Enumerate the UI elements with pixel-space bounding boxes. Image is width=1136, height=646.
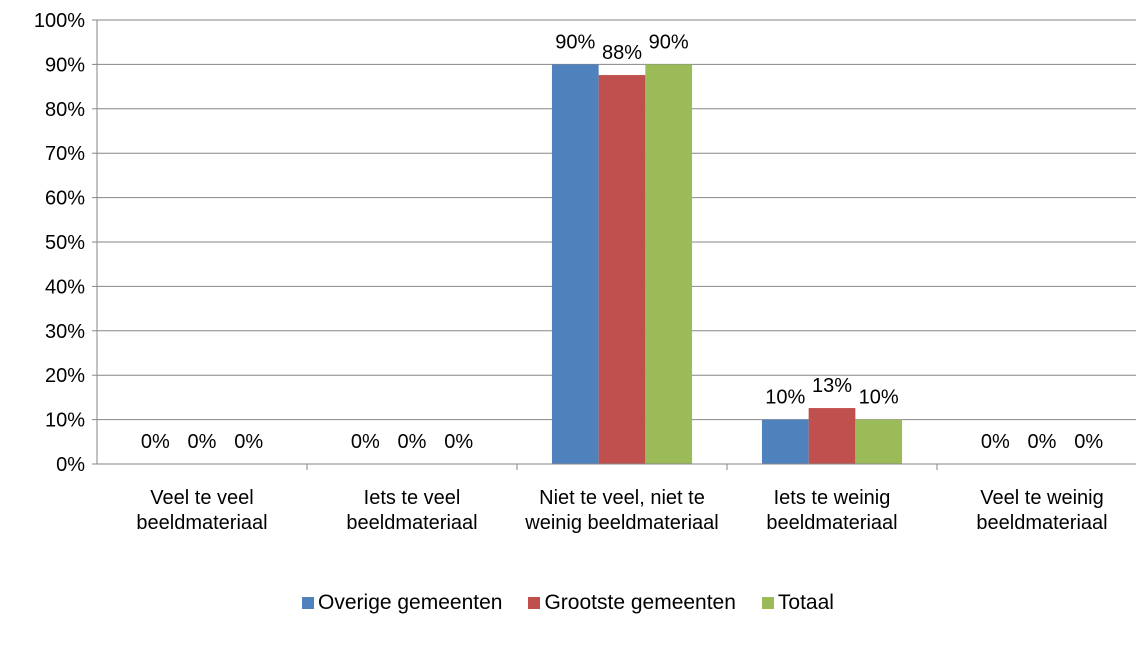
y-tick-label: 100% <box>34 10 85 32</box>
data-label: 0% <box>141 431 170 453</box>
data-label: 0% <box>351 431 380 453</box>
data-label: 13% <box>812 375 852 397</box>
bar <box>855 419 903 464</box>
y-tick-label: 60% <box>45 188 85 210</box>
data-label: 0% <box>981 431 1010 453</box>
data-label: 90% <box>649 31 689 53</box>
y-tick-label: 40% <box>45 276 85 298</box>
legend-item: Overige gemeenten <box>302 591 502 615</box>
legend-item: Grootste gemeenten <box>528 591 736 615</box>
y-tick-label: 0% <box>56 454 85 476</box>
y-tick-label: 70% <box>45 143 85 165</box>
x-tick-label: Iets te weinig beeldmateriaal <box>766 487 898 534</box>
bar <box>645 64 693 465</box>
data-label: 0% <box>398 431 427 453</box>
legend-item: Totaal <box>761 591 834 615</box>
bar <box>808 408 856 464</box>
y-tick-label: 80% <box>45 99 85 121</box>
data-label: 0% <box>1074 431 1103 453</box>
data-label: 0% <box>234 431 263 453</box>
y-tick-label: 50% <box>45 232 85 254</box>
y-tick-label: 20% <box>45 365 85 387</box>
legend-label: Grootste gemeenten <box>544 591 736 614</box>
y-tick-label: 30% <box>45 321 85 343</box>
x-tick-label: Veel te veel beeldmateriaal <box>136 487 268 534</box>
x-tick-label: Niet te veel, niet te weinig beeldmateri… <box>525 487 719 534</box>
data-label: 0% <box>188 431 217 453</box>
x-tick-label: Veel te weinig beeldmateriaal <box>976 487 1108 534</box>
bar <box>761 419 809 464</box>
legend-swatch <box>761 597 774 609</box>
x-tick-label: Iets te veel beeldmateriaal <box>346 487 478 534</box>
legend: Overige gemeenten Grootste gemeenten Totaa… <box>0 591 1136 615</box>
data-label: 0% <box>444 431 473 453</box>
y-tick-label: 10% <box>45 410 85 432</box>
y-tick-label: 90% <box>45 54 85 76</box>
legend-label: Totaal <box>777 591 834 614</box>
bar <box>551 64 599 465</box>
legend-swatch <box>302 597 315 609</box>
legend-swatch <box>528 597 541 609</box>
data-label: 0% <box>1028 431 1057 453</box>
data-label: 90% <box>555 31 595 53</box>
bar <box>598 75 646 464</box>
data-label: 10% <box>859 387 899 409</box>
legend-label: Overige gemeenten <box>318 591 503 614</box>
data-label: 88% <box>602 42 642 64</box>
data-label: 10% <box>765 387 805 409</box>
